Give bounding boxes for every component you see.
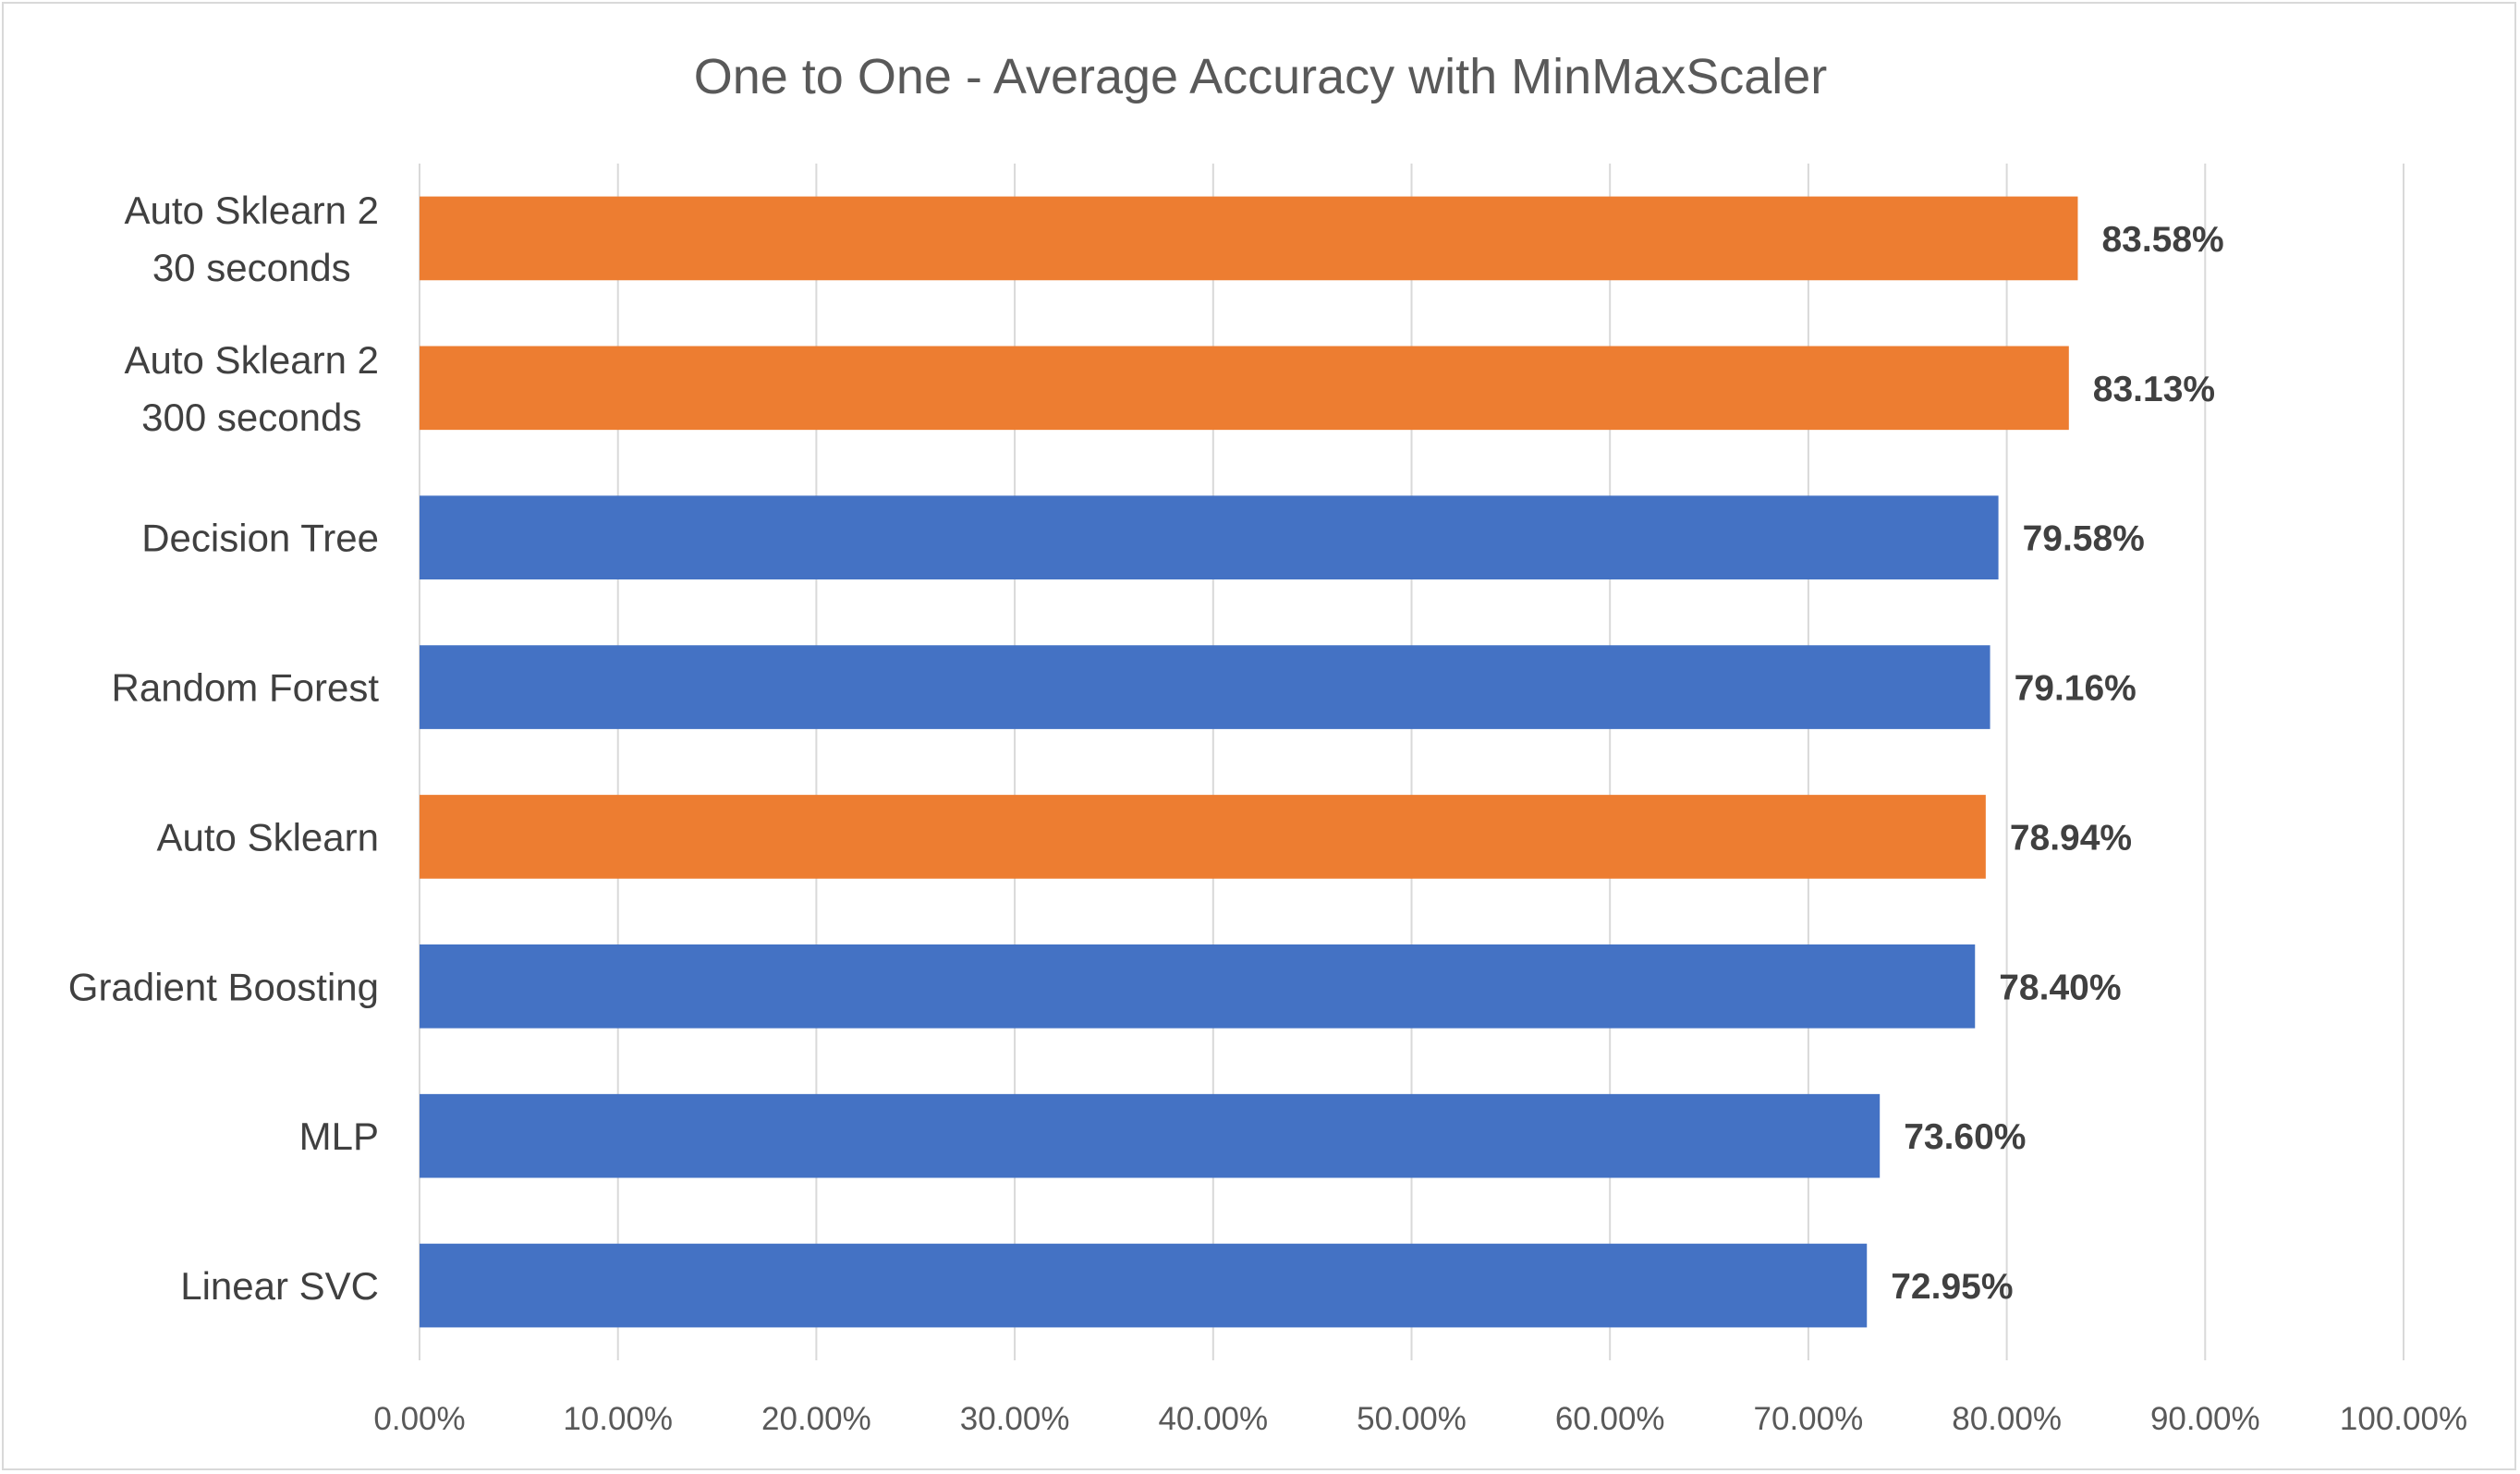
x-axis-ticks: 0.00% 10.00% 20.00% 30.00% 40.00% 50.00% 60.00… [373, 1401, 2467, 1437]
data-label: 83.58% [2101, 220, 2223, 260]
x-tick-label: 100.00% [2340, 1401, 2467, 1437]
x-tick-label: 20.00% [761, 1401, 871, 1437]
x-tick-label: 30.00% [960, 1401, 1070, 1437]
x-tick-label: 70.00% [1754, 1401, 1864, 1437]
bar [420, 645, 1990, 729]
category-label: Auto Sklearn [157, 815, 379, 859]
gridlines [419, 164, 2404, 1360]
bars [420, 196, 2078, 1328]
data-label: 79.16% [2015, 669, 2137, 709]
bar [420, 495, 1999, 580]
category-label: Decision Tree [141, 517, 379, 560]
bar [420, 1093, 1881, 1178]
data-label: 73.60% [1904, 1117, 2026, 1157]
bar-chart: One to One - Average Accuracy with MinMa… [68, 49, 2467, 1437]
x-tick-label: 90.00% [2150, 1401, 2260, 1437]
bar [420, 795, 1986, 879]
category-label: Linear SVC [180, 1264, 379, 1308]
data-label: 83.13% [2093, 370, 2215, 409]
x-tick-label: 40.00% [1158, 1401, 1268, 1437]
bar [420, 196, 2078, 281]
x-tick-label: 60.00% [1555, 1401, 1665, 1437]
data-label: 72.95% [1891, 1267, 2013, 1307]
data-label: 78.40% [1999, 968, 2121, 1007]
category-labels: Auto Sklearn 2 30 seconds Auto Sklearn 2 30… [68, 189, 380, 1308]
bar [420, 944, 1976, 1029]
category-label: Gradient Boosting [68, 965, 379, 1008]
bar [420, 1243, 1868, 1328]
category-label: Auto Sklearn 2 300 seconds [124, 338, 379, 439]
x-tick-label: 80.00% [1952, 1401, 2062, 1437]
chart-title: One to One - Average Accuracy with MinMa… [694, 49, 1828, 104]
data-labels: 83.58% 83.13% 79.58% 79.16% 78.94% 78.40% 73.6… [1891, 220, 2224, 1307]
x-tick-label: 0.00% [373, 1401, 465, 1437]
data-label: 78.94% [2010, 818, 2132, 858]
x-tick-label: 50.00% [1357, 1401, 1467, 1437]
category-label: MLP [299, 1115, 379, 1158]
category-label: Random Forest [112, 666, 380, 710]
category-label: Auto Sklearn 2 30 seconds [124, 189, 379, 289]
data-label: 79.58% [2023, 519, 2145, 559]
bar [420, 346, 2069, 431]
x-tick-label: 10.00% [563, 1401, 673, 1437]
